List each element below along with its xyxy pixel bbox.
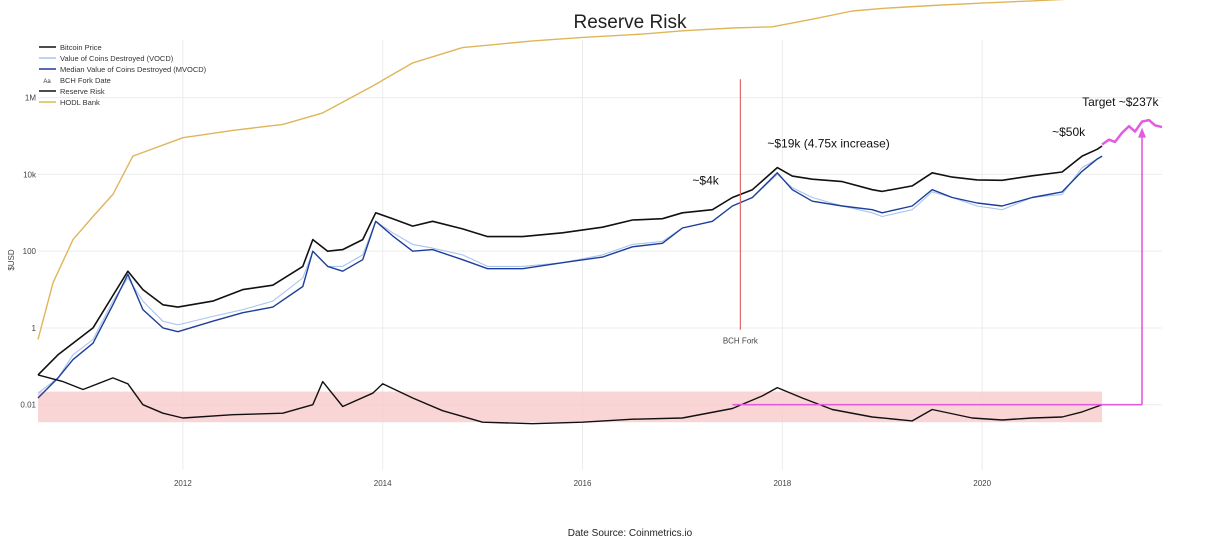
- series-line-reserve-risk: [37, 374, 1103, 425]
- x-tick-label: 2018: [773, 479, 791, 488]
- series-line-bitcoin-price: [37, 145, 1103, 376]
- y-tick-label: 0.01: [20, 401, 36, 410]
- series-line-hodl-bank: [37, 0, 1066, 340]
- legend-entry: Reserve Risk: [60, 87, 105, 96]
- band-layer: [38, 391, 1103, 423]
- chart-title: Reserve Risk: [574, 12, 687, 33]
- legend-entry: HODL Bank: [60, 98, 100, 107]
- series-line-value-of-coins-destroyed-vocd: [37, 155, 1103, 394]
- legend-entry: Bitcoin Price: [60, 43, 102, 52]
- legend-symbol: Aa: [43, 79, 51, 85]
- bch-fork-label: BCH Fork: [723, 337, 759, 346]
- y-axis-label: $USD: [7, 249, 16, 271]
- annotation: ~$19k (4.75x increase): [767, 137, 889, 151]
- x-tick-label: 2014: [374, 479, 392, 488]
- x-tick-label: 2020: [973, 479, 991, 488]
- y-tick-label: 1M: [25, 94, 36, 103]
- annotation: ~$50k: [1052, 125, 1086, 139]
- data-source-note: Date Source: Coinmetrics.io: [568, 528, 693, 539]
- annotation: ~$4k: [692, 173, 719, 187]
- axis-layer: 2012 2014 2016 2018 2020 0.01 1 100 10k 1M: [20, 94, 991, 488]
- legend-entry: Value of Coins Destroyed (VOCD): [60, 54, 174, 63]
- target-arrow-head: [1138, 127, 1147, 138]
- legend-entry: BCH Fork Date: [60, 76, 111, 85]
- annotation: Target ~$237k: [1082, 95, 1159, 109]
- y-tick-label: 1: [32, 324, 37, 333]
- x-tick-label: 2012: [174, 479, 192, 488]
- series-layer: [37, 0, 1103, 425]
- series-line-median-value-of-coins-destroyed-mvocd: [37, 155, 1103, 399]
- overlay-layer: BCH Fork ~$4k ~$19k (4.75x increase) ~$50k T…: [692, 79, 1163, 406]
- projection-line: [1101, 118, 1163, 146]
- x-tick-label: 2016: [574, 479, 592, 488]
- y-tick-label: 10k: [23, 170, 37, 179]
- legend: Bitcoin Price Value of Coins Destroyed (V…: [39, 43, 207, 107]
- reserve-risk-band: [38, 391, 1103, 423]
- legend-entry: Median Value of Coins Destroyed (MVOCD): [60, 65, 207, 74]
- y-tick-label: 100: [23, 247, 37, 256]
